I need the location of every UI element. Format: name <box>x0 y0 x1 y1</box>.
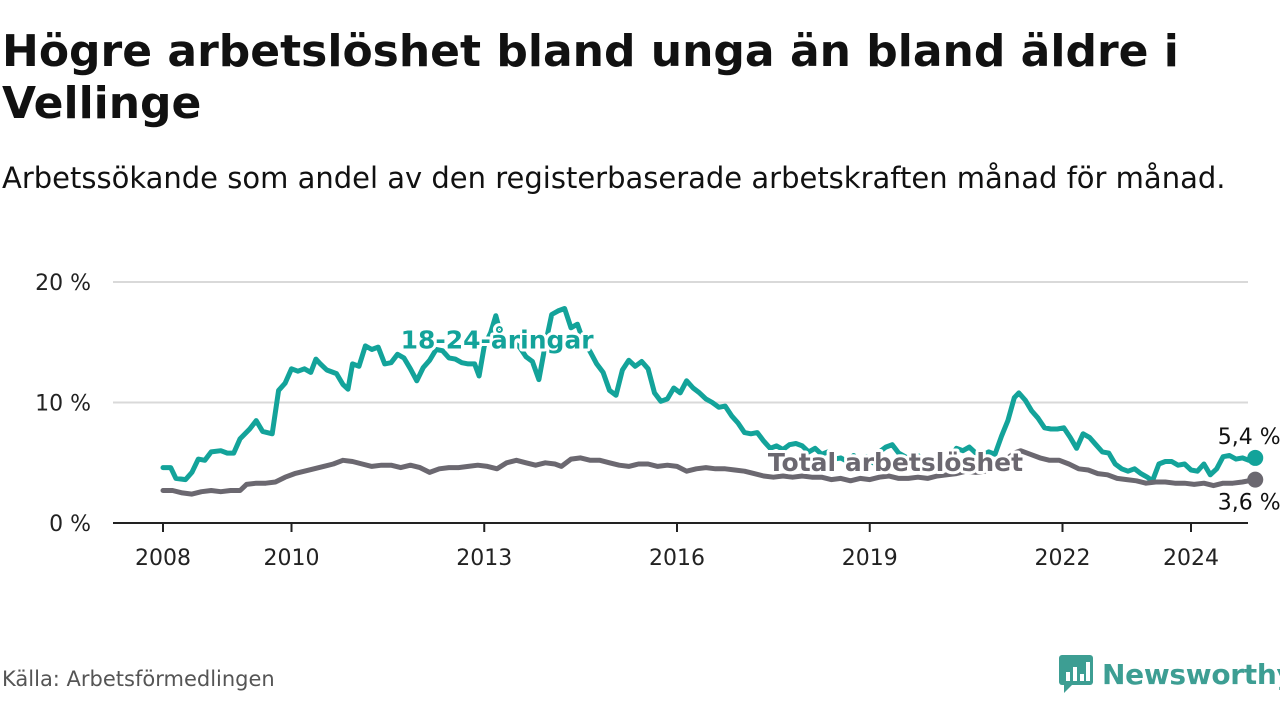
newsworthy-logo[interactable]: Newsworthy <box>1058 654 1280 694</box>
source-note: Källa: Arbetsförmedlingen <box>2 667 275 691</box>
y-tick-label: 10 % <box>35 392 91 417</box>
x-tick-label: 2024 <box>1163 546 1219 571</box>
x-tick-label: 2013 <box>456 546 512 571</box>
total-series-line <box>160 448 1258 497</box>
chart-subtitle: Arbetssökande som andel av den registerb… <box>2 161 1226 195</box>
newsworthy-logo-text: Newsworthy <box>1102 657 1280 691</box>
newsworthy-logo-icon <box>1059 655 1093 693</box>
youth-series-end-label: 5,4 % <box>1218 425 1280 450</box>
x-tick-label: 2019 <box>842 546 898 571</box>
x-tick-label: 2022 <box>1035 546 1091 571</box>
youth-series-end-marker <box>1247 449 1264 466</box>
chart-title: Högre arbetslöshet bland unga än bland ä… <box>2 26 1179 129</box>
y-tick-label: 20 % <box>35 271 91 296</box>
total-series-end-label: 3,6 % <box>1218 491 1280 516</box>
x-tick-label: 2016 <box>649 546 705 571</box>
x-tick-label: 2008 <box>135 546 191 571</box>
y-tick-label: 0 % <box>49 512 91 537</box>
line-chart: 0 % 10 % 20 % 2008 2010 2013 2016 2019 2022 2024 5… <box>35 271 1280 571</box>
total-series-label: Total arbetslöshet <box>768 448 1023 477</box>
youth-series-label: 18-24-åringar <box>401 325 595 354</box>
x-tick-label: 2010 <box>264 546 320 571</box>
total-series-end-marker <box>1247 471 1264 488</box>
youth-series-line <box>160 306 1258 484</box>
